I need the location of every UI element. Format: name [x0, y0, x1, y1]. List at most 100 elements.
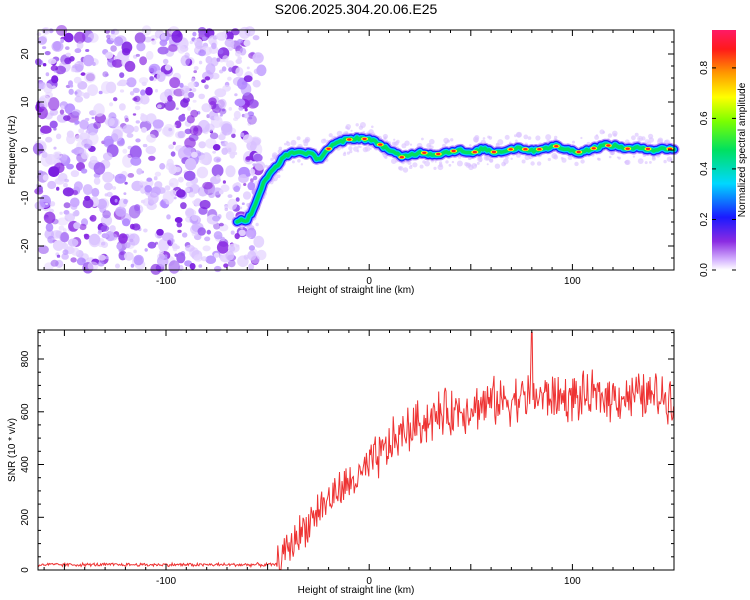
colorbar-tick-label: 0.4: [699, 162, 710, 176]
noise-blob: [187, 81, 196, 89]
noise-blob: [49, 120, 58, 129]
noise-blob: [49, 201, 56, 207]
ridge-halo-point: [503, 158, 509, 165]
noise-blob: [122, 154, 134, 168]
noise-blob: [132, 87, 140, 93]
noise-blob: [113, 97, 118, 102]
noise-blob: [66, 133, 76, 145]
noise-blob: [173, 196, 177, 200]
ridge-halo-point: [547, 157, 551, 162]
snr-y-tick-label: 200: [20, 509, 31, 526]
noise-blob: [244, 26, 256, 37]
noise-blob: [218, 134, 226, 141]
noise-blob: [74, 120, 80, 125]
noise-blob: [169, 189, 176, 197]
ridge-halo-point: [624, 160, 630, 165]
noise-blob: [55, 65, 66, 75]
noise-blob: [122, 48, 131, 56]
noise-blob: [104, 29, 111, 34]
ridge-halo-point: [530, 161, 535, 166]
noise-blob: [182, 97, 190, 103]
noise-blob: [87, 261, 99, 271]
spectrogram-y-tick-label: 10: [20, 96, 31, 108]
noise-blob: [202, 36, 207, 41]
noise-blob: [223, 263, 229, 268]
noise-blob: [168, 44, 178, 52]
noise-blob: [176, 189, 186, 198]
noise-blob: [112, 186, 117, 190]
ridge-halo-point: [398, 166, 404, 171]
noise-blob: [252, 79, 261, 88]
noise-blob: [171, 30, 183, 43]
ridge-halo-point: [617, 156, 621, 160]
noise-blob: [214, 88, 227, 98]
ridge-halo-point: [545, 134, 552, 141]
noise-blob: [178, 114, 186, 122]
noise-blob: [199, 199, 211, 210]
noise-blob: [98, 229, 102, 233]
ridge-halo-point: [451, 160, 455, 164]
noise-blob: [142, 143, 148, 148]
ridge-halo-point: [296, 136, 301, 141]
noise-blob: [238, 106, 244, 111]
noise-blob: [168, 177, 179, 188]
ridge-hotspot-red: [399, 156, 404, 159]
spectrogram-x-tick-label: 100: [564, 276, 581, 287]
ridge-hotspot-red: [451, 149, 456, 153]
ridge-halo-point: [302, 139, 307, 143]
ridge-halo-point: [348, 146, 353, 151]
ridge-halo-point: [357, 145, 361, 148]
noise-blob: [61, 253, 69, 260]
ridge-halo-point: [474, 163, 478, 167]
ridge-halo-point: [284, 142, 287, 146]
noise-blob: [234, 98, 246, 107]
noise-blob: [60, 231, 70, 243]
noise-blob: [213, 252, 220, 258]
noise-blob: [189, 125, 199, 136]
ridge-halo-point: [320, 138, 326, 144]
noise-blob: [140, 89, 146, 96]
noise-blob: [123, 251, 134, 261]
noise-blob: [43, 211, 56, 224]
noise-blob: [252, 175, 258, 181]
noise-blob: [233, 110, 241, 120]
ridge-halo-point: [456, 160, 463, 167]
ridge-halo-point: [631, 135, 636, 141]
noise-blob: [128, 205, 141, 219]
noise-blob: [198, 60, 203, 65]
noise-blob: [109, 225, 116, 232]
ridge-hotspot-red: [508, 148, 513, 151]
ridge-halo-point: [345, 124, 351, 130]
noise-blob: [147, 241, 157, 249]
noise-blob: [145, 50, 154, 60]
noise-blob: [139, 180, 144, 186]
noise-blob: [63, 32, 74, 43]
noise-blob: [106, 191, 113, 197]
noise-blob: [243, 39, 251, 47]
noise-blob: [63, 182, 68, 188]
ridge-hotspot-red: [667, 147, 672, 150]
noise-blob: [160, 33, 167, 41]
noise-blob: [198, 93, 205, 100]
noise-blob: [70, 257, 77, 263]
noise-blob: [72, 190, 78, 196]
noise-blob: [146, 133, 157, 143]
noise-blob: [154, 171, 162, 177]
noise-blob: [235, 58, 243, 64]
noise-blob: [163, 123, 175, 138]
ridge-halo-point: [291, 160, 295, 164]
noise-blob: [191, 87, 197, 93]
ridge-hotspot-red: [472, 150, 477, 154]
noise-blob: [231, 133, 236, 139]
ridge-halo-point: [521, 159, 526, 164]
ridge-hotspot-red: [591, 147, 596, 150]
noise-blob: [122, 124, 135, 134]
noise-blob: [87, 132, 99, 146]
noise-blob: [85, 130, 89, 133]
ridge-halo-point: [300, 163, 304, 166]
spectrogram-ridge: [231, 122, 680, 230]
noise-blob: [76, 41, 84, 50]
noise-blob: [202, 181, 213, 190]
ridge-halo-point: [561, 157, 567, 163]
noise-blob: [54, 177, 65, 185]
